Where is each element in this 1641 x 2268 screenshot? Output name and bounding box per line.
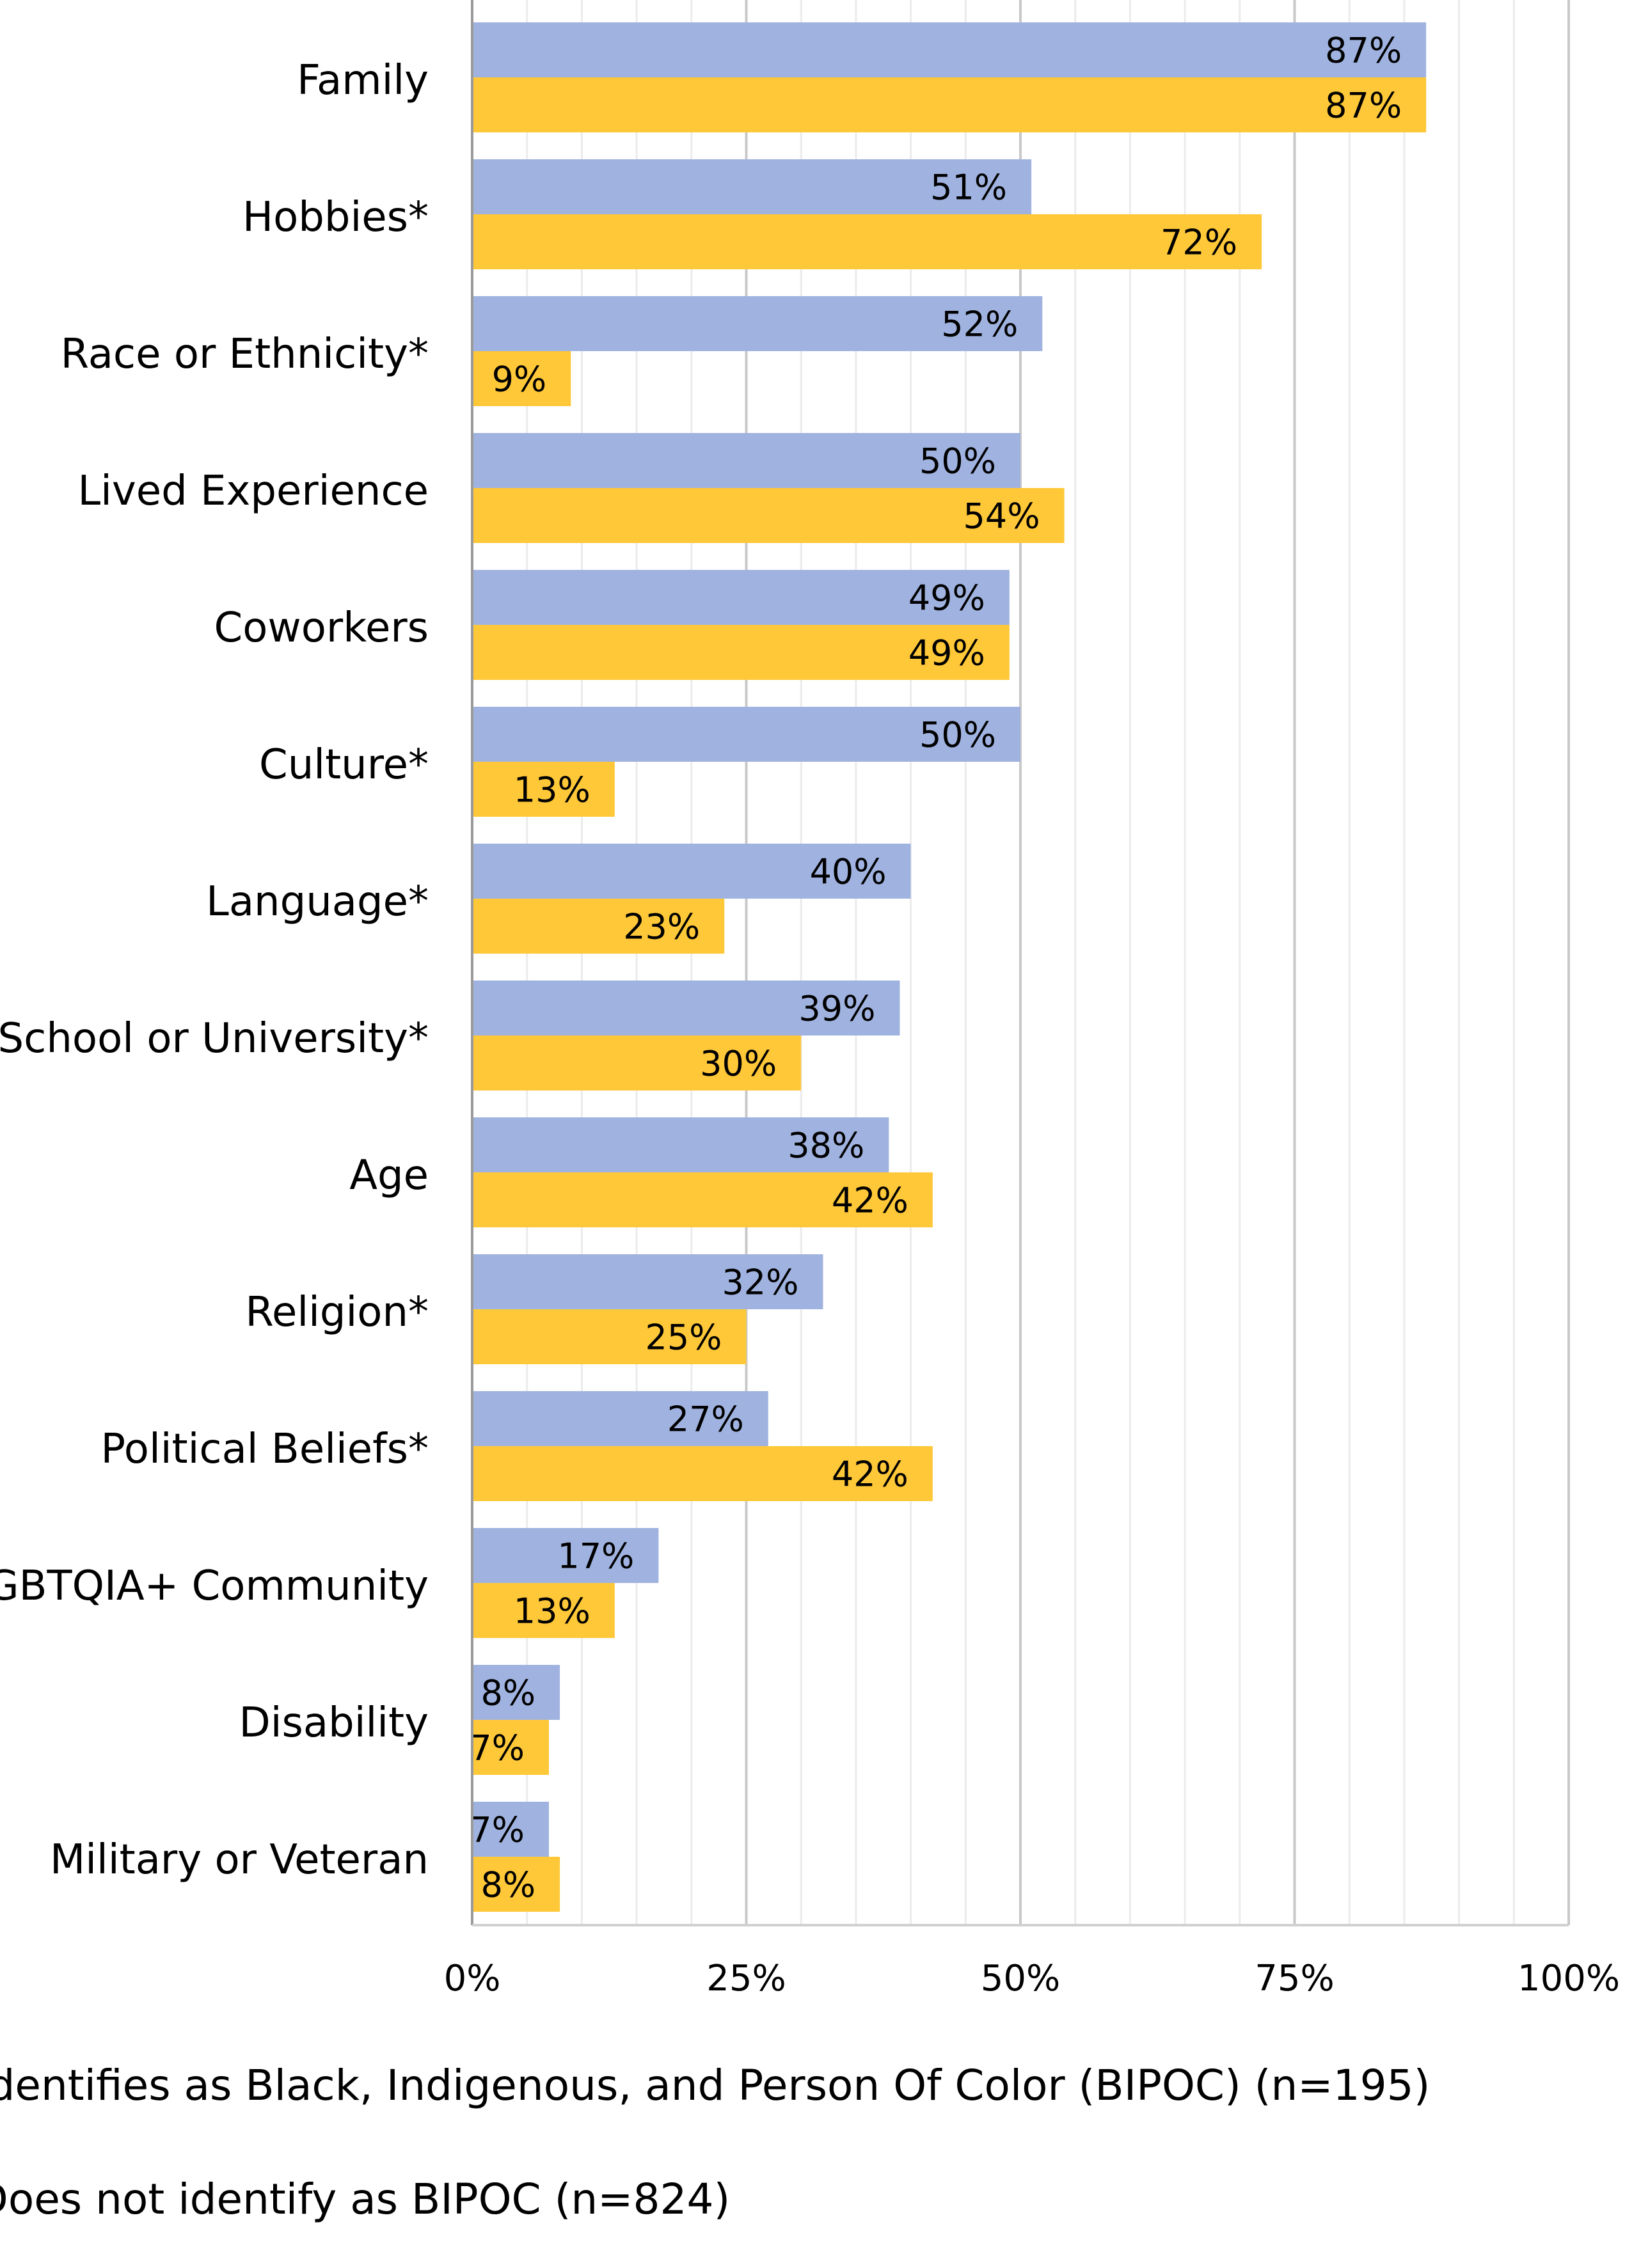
bar-non-bipoc-age [472,1172,933,1227]
data-label-non-bipoc-political-beliefs: 42% [832,1454,908,1494]
data-label-bipoc-military-or-veteran: 7% [470,1809,525,1850]
legend-item-bipoc: Identifies as Black, Indigenous, and Per… [0,2061,1431,2110]
bar-non-bipoc-culture [472,762,615,817]
category-label-culture: Culture* [259,741,429,789]
data-label-bipoc-religion: 32% [722,1262,798,1302]
bar-non-bipoc-language [472,899,725,954]
x-tick-label: 25% [706,1958,786,1999]
bar-bipoc-political-beliefs [472,1391,768,1446]
data-label-non-bipoc-religion: 25% [645,1317,722,1357]
data-label-non-bipoc-lgbtqia-community: 13% [514,1591,591,1631]
bar-bipoc-family [472,22,1427,77]
bar-bipoc-lgbtqia-community [472,1528,659,1583]
category-label-coworkers: Coworkers [214,604,429,652]
bar-bipoc-culture [472,707,1020,762]
category-label-age: Age [349,1152,429,1199]
data-label-bipoc-disability: 8% [480,1673,535,1713]
bar-bipoc-race-or-ethnicity [472,296,1043,351]
data-label-bipoc-school-or-university: 39% [798,988,875,1028]
category-label-family: Family [297,57,429,104]
bar-non-bipoc-disability [472,1720,549,1775]
x-tick-label: 0% [444,1958,501,1999]
data-label-bipoc-hobbies: 51% [930,167,1007,207]
bar-non-bipoc-hobbies [472,214,1262,269]
data-label-non-bipoc-race-or-ethnicity: 9% [492,359,547,399]
bar-bipoc-coworkers [472,570,1010,625]
bar-non-bipoc-religion [472,1309,747,1364]
bar-bipoc-disability [472,1665,560,1720]
category-label-military-or-veteran: Military or Veteran [50,1836,429,1884]
data-label-non-bipoc-family: 87% [1325,85,1402,125]
bar-non-bipoc-military-or-veteran [472,1857,560,1912]
data-label-non-bipoc-hobbies: 72% [1161,222,1237,262]
x-tick-label: 50% [981,1958,1060,1999]
bar-non-bipoc-school-or-university [472,1036,802,1091]
bar-bipoc-language [472,844,911,899]
data-label-non-bipoc-school-or-university: 30% [700,1043,777,1083]
data-label-non-bipoc-coworkers: 49% [908,633,985,673]
category-label-race-or-ethnicity: Race or Ethnicity* [61,331,429,378]
data-label-bipoc-race-or-ethnicity: 52% [941,304,1018,344]
bar-non-bipoc-political-beliefs [472,1446,933,1501]
category-label-religion: Religion* [245,1289,429,1336]
x-tick-label: 100% [1518,1958,1620,1999]
data-label-non-bipoc-lived-experience: 54% [963,496,1040,536]
data-label-non-bipoc-language: 23% [623,906,700,947]
data-label-non-bipoc-disability: 7% [470,1728,525,1768]
bar-bipoc-hobbies [472,159,1032,214]
data-label-non-bipoc-military-or-veteran: 8% [480,1864,535,1905]
data-label-bipoc-lived-experience: 50% [919,441,996,481]
data-label-non-bipoc-age: 42% [832,1180,908,1220]
data-label-bipoc-culture: 50% [919,714,996,755]
category-label-hobbies: Hobbies* [242,194,429,241]
category-label-language: Language* [206,878,429,925]
data-label-bipoc-coworkers: 49% [908,578,985,618]
bar-bipoc-age [472,1117,889,1172]
bar-non-bipoc-lived-experience [472,488,1065,543]
legend-item-non-bipoc: Does not identify as BIPOC (n=824) [0,2175,731,2224]
category-label-political-beliefs: Political Beliefs* [100,1426,429,1473]
bar-non-bipoc-family [472,77,1427,132]
category-label-lived-experience: Lived Experience [77,468,429,515]
category-label-school-or-university: School or University* [0,1015,429,1062]
bar-bipoc-school-or-university [472,980,900,1036]
data-label-non-bipoc-culture: 13% [514,769,591,810]
bar-bipoc-lived-experience [472,433,1020,488]
data-label-bipoc-age: 38% [788,1125,864,1165]
data-label-bipoc-political-beliefs: 27% [667,1399,744,1439]
data-label-bipoc-family: 87% [1325,30,1402,70]
data-label-bipoc-language: 40% [810,851,887,892]
bar-non-bipoc-lgbtqia-community [472,1583,615,1638]
data-label-bipoc-lgbtqia-community: 17% [557,1536,634,1576]
bar-non-bipoc-race-or-ethnicity [472,351,571,406]
bar-non-bipoc-coworkers [472,625,1010,680]
x-tick-label: 75% [1255,1958,1334,1999]
category-label-lgbtqia-community: LGBTQIA+ Community [0,1563,429,1610]
bar-bipoc-religion [472,1254,823,1309]
bar-bipoc-military-or-veteran [472,1802,549,1857]
category-label-disability: Disability [239,1699,429,1747]
